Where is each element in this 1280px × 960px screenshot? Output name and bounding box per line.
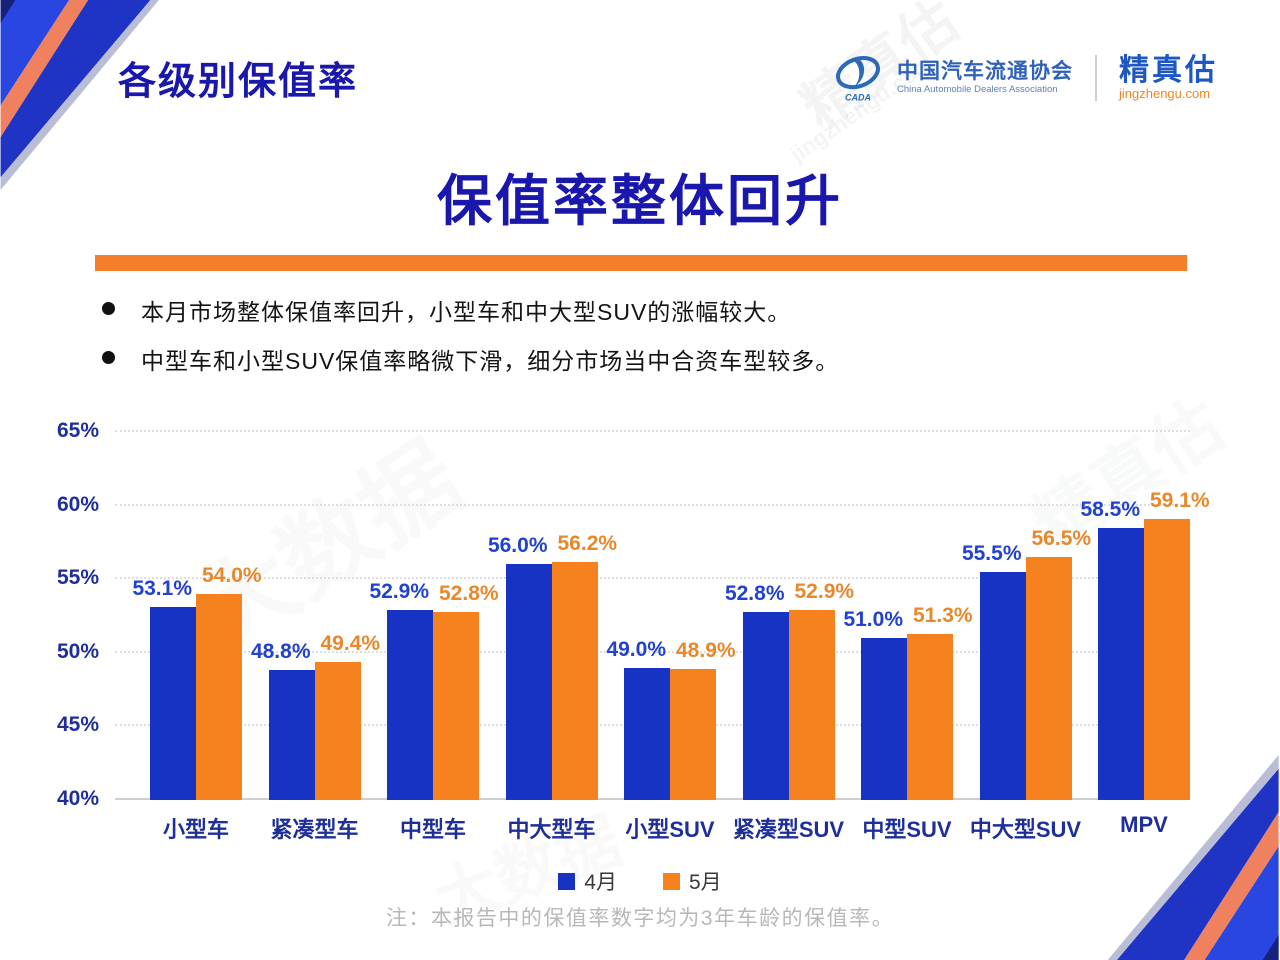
bar-group-小型SUV: 49.0% 48.9% 小型SUV: [606, 432, 736, 842]
category-label: 中型SUV: [862, 817, 952, 842]
y-tick-label: 45%: [56, 713, 99, 737]
bullet-dot-icon: [102, 351, 115, 364]
legend-swatch-icon: [663, 872, 680, 890]
bar-group-紧凑型车: 48.8% 49.4% 紧凑型车: [251, 432, 380, 842]
bullet-dot-icon: [102, 302, 115, 315]
bar-4月-紧凑型车: 48.8%: [251, 640, 315, 800]
bar-value-label: 51.3%: [913, 603, 973, 627]
main-title: 保值率整体回升: [436, 170, 843, 232]
bar-group-紧凑型SUV: 52.8% 52.9% 紧凑型SUV: [725, 432, 854, 842]
gridline: 65%: [57, 419, 1190, 442]
brand-name: 精真估: [1119, 54, 1218, 88]
y-tick-label: 40%: [56, 787, 99, 810]
bar-4月-中大型SUV: 55.5%: [962, 542, 1026, 800]
bar-value-label: 52.8%: [724, 581, 785, 605]
brand-domain: jingzhengu.com: [1119, 86, 1211, 102]
bar-value-label: 56.2%: [557, 531, 618, 555]
org-name: 中国汽车流通协会 China Automobile Dealers Associ…: [897, 60, 1073, 95]
category-label: 中大型SUV: [969, 817, 1082, 842]
category-label: 紧凑型车: [270, 817, 359, 842]
category-label: 中大型车: [507, 817, 596, 842]
bar-value-label: 56.5%: [1031, 527, 1092, 551]
bar-5月-中型SUV: 51.3%: [907, 604, 973, 800]
bar-group-中型车: 52.9% 52.8% 中型车: [369, 432, 499, 842]
bar-value-label: 48.9%: [676, 639, 736, 662]
org-name-cn: 中国汽车流通协会: [897, 60, 1073, 84]
gridline: 50%: [57, 640, 1190, 663]
category-label: 紧凑型SUV: [732, 817, 845, 842]
bar-value-label: 59.1%: [1150, 488, 1210, 512]
footnote: 注：本报告中的保值率数字均为3年车龄的保值率。: [385, 907, 895, 930]
bar-5月-MPV: 59.1%: [1144, 489, 1210, 800]
legend-item-5月: 5月: [663, 866, 722, 896]
bar-5月-小型SUV: 48.9%: [670, 639, 736, 800]
bar-group-小型车: 53.1% 54.0% 小型车: [132, 432, 262, 842]
bar-value-label: 53.1%: [132, 577, 192, 601]
bar-value-label: 49.4%: [320, 631, 381, 655]
legend-label: 5月: [689, 871, 722, 894]
org-name-en: China Automobile Dealers Association: [897, 83, 1058, 95]
bar-5月-中大型SUV: 56.5%: [1025, 527, 1091, 800]
legend-swatch-icon: [558, 872, 576, 890]
category-label: 小型车: [162, 817, 230, 842]
bullet-item-1: 本月市场整体保值率回升，小型车和中大型SUV的涨幅较大。: [102, 293, 839, 327]
page-title: 各级别保值率: [118, 61, 359, 103]
bullet-text: 本月市场整体保值率回升，小型车和中大型SUV的涨幅较大。: [141, 299, 792, 325]
bar-4月-中型车: 52.9%: [369, 580, 433, 800]
bar-4月-小型SUV: 49.0%: [606, 638, 670, 800]
category-label: 小型SUV: [625, 817, 715, 842]
bar-group-MPV: 58.5% 59.1% MPV: [1080, 432, 1210, 837]
bar-value-label: 58.5%: [1080, 497, 1140, 521]
bar-value-label: 52.8%: [439, 581, 499, 605]
category-label: 中型车: [399, 817, 467, 842]
bar-value-label: 48.8%: [250, 640, 311, 664]
bar-5月-紧凑型车: 49.4%: [314, 632, 380, 800]
y-tick-label: 65%: [56, 419, 99, 442]
bar-4月-MPV: 58.5%: [1080, 498, 1144, 800]
bar-value-label: 54.0%: [202, 563, 262, 587]
logo-separator: [1095, 55, 1097, 101]
bar-5月-紧凑型SUV: 52.9%: [788, 580, 854, 800]
bar-value-label: 51.0%: [843, 608, 903, 632]
gridline: 60%: [57, 493, 1190, 516]
bar-group-中大型SUV: 55.5% 56.5% 中大型SUV: [962, 432, 1091, 842]
bar-5月-中大型车: 56.2%: [551, 532, 617, 800]
y-tick-label: 50%: [56, 639, 99, 663]
bar-4月-小型车: 53.1%: [132, 577, 196, 800]
bullet-item-2: 中型车和小型SUV保值率略微下滑，细分市场当中合资车型较多。: [102, 342, 839, 376]
category-label: MPV: [1120, 812, 1168, 837]
bar-5月-中型车: 52.8%: [433, 582, 499, 800]
bar-value-label: 56.0%: [487, 534, 548, 558]
bar-group-中型SUV: 51.0% 51.3% 中型SUV: [843, 432, 973, 842]
bar-value-label: 52.9%: [794, 580, 855, 604]
bar-4月-紧凑型SUV: 52.8%: [725, 582, 789, 800]
chart: 40% 45% 50% 55% 60% 65% 53.1% 54.0% 小型车 48.8% 49.4…: [57, 419, 1210, 842]
legend-label: 4月: [584, 871, 617, 894]
bar-5月-小型车: 54.0%: [196, 564, 262, 800]
y-tick-label: 55%: [56, 566, 99, 590]
y-tick-label: 60%: [56, 492, 99, 516]
bar-group-中大型车: 56.0% 56.2% 中大型车: [488, 432, 617, 842]
legend-item-4月: 4月: [558, 866, 617, 896]
bullet-list: 本月市场整体保值率回升，小型车和中大型SUV的涨幅较大。 中型车和小型SUV保值…: [102, 293, 839, 391]
bar-4月-中大型车: 56.0%: [488, 534, 552, 800]
bar-value-label: 55.5%: [961, 541, 1022, 565]
bar-groups: 53.1% 54.0% 小型车 48.8% 49.4% 紧凑型车 52.9% 52.8% 中型车…: [115, 432, 1210, 842]
gridline: 55%: [57, 566, 1190, 589]
svg-text:CADA: CADA: [845, 93, 871, 103]
title-divider: [95, 255, 1187, 271]
bar-4月-中型SUV: 51.0%: [843, 608, 907, 800]
cada-logo-icon: CADA: [835, 56, 881, 103]
logo-block: CADA 中国汽车流通协会 China Automobile Dealers A…: [831, 50, 1218, 106]
chart-legend: 4月 5月: [0, 866, 1280, 896]
bar-value-label: 52.9%: [369, 580, 429, 604]
brand: 精真估 jingzhengu.com: [1119, 54, 1218, 101]
bar-value-label: 49.0%: [606, 637, 666, 661]
bullet-text: 中型车和小型SUV保值率略微下滑，细分市场当中合资车型较多。: [141, 348, 840, 374]
